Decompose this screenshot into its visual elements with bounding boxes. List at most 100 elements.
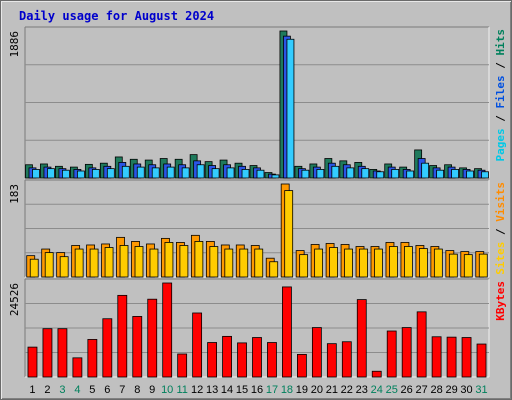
x-tick-label: 21	[326, 384, 338, 396]
x-tick-label: 16	[251, 384, 263, 396]
bar-sites-day-22	[344, 248, 353, 278]
bar-sites-day-14	[224, 248, 234, 278]
bar-kbytes-day-20	[311, 327, 322, 378]
legend-entry: /	[494, 56, 507, 76]
x-tick-label: 14	[221, 384, 233, 396]
bar-sites-day-24	[374, 248, 383, 278]
x-tick-label: 18	[281, 384, 293, 396]
bar-kbytes-day-23	[356, 299, 367, 378]
bar-pages-day-10	[166, 166, 175, 179]
x-tick-label: 4	[74, 384, 80, 396]
bar-pages-day-11	[181, 167, 190, 179]
bar-sites-day-15	[239, 248, 249, 278]
x-tick-label: 7	[119, 384, 125, 396]
bar-pages-day-20	[316, 169, 325, 179]
x-tick-label: 10	[161, 384, 173, 396]
legend-kbytes: KBytes	[494, 281, 507, 321]
x-tick-label: 1	[29, 384, 35, 396]
bar-sites-day-19	[299, 254, 309, 278]
x-tick-label: 3	[59, 384, 65, 396]
bar-pages-day-17	[271, 174, 280, 179]
bar-pages-day-23	[361, 168, 370, 179]
bar-sites-day-13	[209, 246, 219, 278]
bar-pages-day-30	[466, 170, 474, 179]
bar-pages-day-18	[286, 38, 295, 179]
legend-entry: Sites	[494, 242, 507, 275]
panel-visits_sites: 183 Sites / Visits	[8, 179, 507, 278]
x-tick-label: 30	[460, 384, 472, 396]
bar-sites-day-30	[463, 254, 473, 278]
bar-pages-day-29	[451, 169, 459, 179]
bar-pages-day-13	[211, 168, 220, 179]
bar-pages-day-21	[331, 165, 340, 179]
bar-kbytes-day-27	[416, 311, 427, 378]
bar-pages-day-4	[76, 170, 85, 179]
bar-kbytes-day-11	[177, 353, 188, 378]
bar-pages-day-2	[47, 168, 55, 179]
bar-sites-day-27	[418, 248, 428, 278]
bar-sites-day-26	[404, 246, 413, 278]
panel-pages_files_hits: 1886 Pages / Files / Hits	[8, 26, 507, 179]
bar-sites-day-21	[329, 247, 338, 278]
bar-kbytes-day-14	[222, 335, 232, 378]
bar-kbytes-day-19	[296, 353, 307, 378]
x-tick-label: 9	[149, 384, 155, 396]
bar-kbytes-day-1	[27, 346, 38, 378]
y-max-label: 183	[8, 184, 21, 204]
x-tick-label: 24	[371, 384, 383, 396]
bar-kbytes-day-7	[117, 294, 128, 378]
bar-pages-day-16	[256, 169, 265, 179]
bar-sites-day-2	[44, 252, 54, 278]
y-max-label: 1886	[8, 31, 21, 58]
y-max-label: 24526	[8, 283, 21, 316]
bar-pages-day-3	[62, 169, 70, 179]
bar-sites-day-23	[359, 248, 368, 278]
x-tick-label: 2	[44, 384, 50, 396]
legend-entry: Visits	[494, 182, 507, 222]
bar-pages-day-5	[91, 169, 100, 179]
bar-sites-day-1	[29, 258, 39, 278]
bar-kbytes-day-21	[326, 343, 337, 378]
bar-kbytes-day-22	[341, 341, 352, 378]
bar-sites-day-17	[269, 261, 279, 278]
bar-pages-day-8	[136, 166, 145, 179]
bar-sites-day-20	[314, 248, 324, 278]
bar-sites-day-4	[74, 248, 84, 278]
legend-visits_sites: Sites / Visits	[494, 182, 507, 275]
chart-title: Daily usage for August 2024	[19, 9, 214, 23]
bar-kbytes-day-24	[371, 370, 382, 378]
bar-pages-day-14	[226, 167, 235, 179]
bar-sites-day-25	[389, 246, 398, 278]
x-tick-label: 8	[134, 384, 140, 396]
x-tick-label: 27	[416, 384, 428, 396]
legend-entry: Pages	[494, 128, 507, 161]
bar-kbytes-day-4	[72, 357, 83, 378]
legend-entry: Files	[494, 75, 507, 108]
x-tick-label: 26	[401, 384, 413, 396]
x-tick-label: 5	[89, 384, 95, 396]
x-tick-label: 20	[311, 384, 323, 396]
x-tick-label: 23	[356, 384, 368, 396]
bar-kbytes-day-15	[237, 342, 247, 378]
bar-kbytes-day-30	[461, 337, 472, 378]
legend-entry: /	[494, 109, 507, 129]
bar-pages-day-25	[391, 169, 400, 179]
legend-entry: KBytes	[494, 281, 507, 321]
x-tick-label: 17	[266, 384, 278, 396]
bar-sites-day-16	[254, 248, 264, 278]
bar-pages-day-9	[151, 167, 160, 179]
x-tick-label: 13	[206, 384, 218, 396]
bar-kbytes-day-29	[446, 336, 457, 378]
legend-entry: /	[494, 222, 507, 242]
bar-sites-day-10	[164, 242, 174, 278]
bar-pages-day-15	[241, 169, 250, 179]
bar-pages-day-24	[376, 171, 385, 179]
bar-kbytes-day-18	[282, 286, 292, 378]
bar-kbytes-day-8	[132, 316, 143, 378]
bar-pages-day-7	[121, 165, 130, 179]
bar-kbytes-day-6	[102, 318, 113, 378]
x-tick-label: 12	[191, 384, 203, 396]
bar-pages-day-1	[32, 169, 40, 179]
bar-kbytes-day-9	[147, 298, 158, 378]
bar-sites-day-11	[179, 245, 189, 278]
